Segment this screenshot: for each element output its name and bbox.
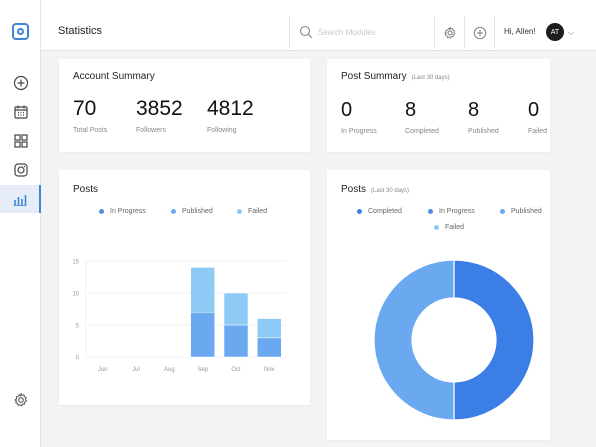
y-tick-label: 5 bbox=[76, 324, 80, 330]
x-tick-label: Aug bbox=[164, 367, 175, 373]
posts-donut-title: Posts (Last 30 days) bbox=[341, 184, 409, 195]
search-input[interactable] bbox=[318, 25, 428, 39]
top-header: Statistics Hi, Allen! AT ⌵ bbox=[41, 0, 596, 51]
gear-icon bbox=[443, 26, 455, 39]
page-title: Statistics bbox=[58, 25, 103, 37]
search-icon bbox=[299, 25, 313, 39]
legend-label: In Progress bbox=[439, 208, 475, 215]
legend-label: Failed bbox=[445, 224, 465, 231]
y-tick-label: 0 bbox=[76, 356, 80, 362]
plus-circle-icon bbox=[13, 75, 28, 91]
following-value: 4812 bbox=[207, 97, 254, 120]
legend-dot bbox=[434, 225, 439, 230]
bar-chart-icon bbox=[13, 195, 26, 206]
donut-slice-completed bbox=[453, 259, 535, 421]
settings-button[interactable] bbox=[434, 16, 464, 49]
y-tick-label: 15 bbox=[72, 260, 79, 266]
legend-label: Published bbox=[182, 208, 213, 215]
legend-published: Published bbox=[500, 208, 542, 215]
legend-in-progress: In Progress bbox=[428, 208, 475, 215]
legend-label: Failed bbox=[248, 208, 268, 215]
bar-segment bbox=[190, 311, 215, 358]
x-tick-label: Jun bbox=[98, 367, 108, 373]
y-tick-label: 10 bbox=[72, 292, 79, 298]
sidebar bbox=[0, 0, 41, 447]
legend-label: Completed bbox=[368, 208, 402, 215]
sidebar-item-instagram[interactable] bbox=[0, 156, 41, 184]
in-progress-label: In Progress bbox=[341, 128, 377, 135]
posts-donut-subtitle: (Last 30 days) bbox=[371, 188, 410, 194]
followers-value: 3852 bbox=[136, 97, 183, 120]
post-summary-card: Post Summary (Last 30 days) 0 In Progress… bbox=[327, 59, 550, 152]
posts-bar-card: Posts In Progress Published Failed bbox=[59, 170, 310, 405]
published-value: 8 bbox=[468, 99, 480, 121]
sidebar-item-statistics[interactable] bbox=[0, 185, 41, 213]
legend-dot bbox=[99, 209, 104, 214]
account-summary-card: Account Summary 70 Total Posts 3852 Foll… bbox=[59, 59, 310, 152]
posts-donut-title-text: Posts bbox=[341, 184, 367, 195]
add-button[interactable] bbox=[464, 16, 494, 49]
account-summary-title: Account Summary bbox=[73, 71, 155, 82]
legend-label: In Progress bbox=[110, 208, 146, 215]
in-progress-value: 0 bbox=[341, 99, 353, 121]
greeting-text: Hi, Allen! bbox=[504, 27, 536, 36]
bar-segment bbox=[223, 324, 249, 358]
x-tick-label: Nov bbox=[264, 367, 275, 373]
sidebar-item-calendar[interactable] bbox=[0, 98, 41, 126]
legend-failed: Failed bbox=[434, 224, 464, 231]
gear-icon bbox=[13, 393, 27, 407]
x-tick-label: Oct bbox=[231, 367, 241, 373]
bar-segment bbox=[223, 292, 249, 326]
calendar-icon bbox=[13, 105, 28, 119]
legend-completed: Completed bbox=[357, 208, 402, 215]
legend-dot bbox=[357, 209, 362, 214]
following-label: Following bbox=[207, 127, 237, 134]
legend-dot bbox=[171, 209, 176, 214]
posts-bar-title: Posts bbox=[73, 184, 99, 195]
sidebar-item-settings[interactable] bbox=[0, 386, 41, 414]
total-posts-value: 70 bbox=[73, 97, 97, 120]
instagram-logo-icon[interactable] bbox=[12, 23, 29, 40]
plus-circle-icon bbox=[473, 26, 486, 39]
grid-icon bbox=[13, 134, 28, 148]
legend-dot bbox=[237, 209, 242, 214]
x-tick-label: Sep bbox=[197, 367, 208, 373]
posts-bar-chart: 0 5 10 15 Jun Jul Aug Sep Oct Nov bbox=[72, 260, 286, 373]
legend-dot bbox=[500, 209, 505, 214]
failed-value: 0 bbox=[528, 99, 540, 121]
sidebar-item-grid[interactable] bbox=[0, 127, 41, 155]
posts-donut-chart bbox=[373, 259, 535, 421]
total-posts-label: Total Posts bbox=[73, 127, 108, 134]
donut-slice-published bbox=[373, 259, 455, 421]
search-box bbox=[289, 16, 434, 49]
legend-published: Published bbox=[171, 208, 213, 215]
completed-value: 8 bbox=[405, 99, 417, 121]
post-summary-title-text: Post Summary bbox=[341, 71, 407, 82]
legend-failed: Failed bbox=[237, 208, 267, 215]
legend-dot bbox=[428, 209, 433, 214]
chevron-down-icon[interactable]: ⌵ bbox=[568, 28, 575, 37]
published-label: Published bbox=[468, 128, 499, 135]
post-summary-title: Post Summary (Last 30 days) bbox=[341, 71, 450, 82]
legend-in-progress: In Progress bbox=[99, 208, 146, 215]
completed-label: Completed bbox=[405, 128, 439, 135]
instagram-icon bbox=[13, 163, 28, 177]
failed-label: Failed bbox=[528, 128, 548, 135]
x-tick-label: Jul bbox=[132, 367, 140, 373]
bar-segment bbox=[190, 267, 215, 313]
bar-segment bbox=[257, 318, 282, 339]
avatar[interactable]: AT bbox=[546, 23, 564, 41]
post-summary-subtitle: (Last 30 days) bbox=[411, 75, 450, 81]
legend-label: Published bbox=[511, 208, 542, 215]
sidebar-item-create[interactable] bbox=[0, 69, 41, 97]
bar-segment bbox=[257, 337, 282, 358]
followers-label: Followers bbox=[136, 127, 166, 134]
